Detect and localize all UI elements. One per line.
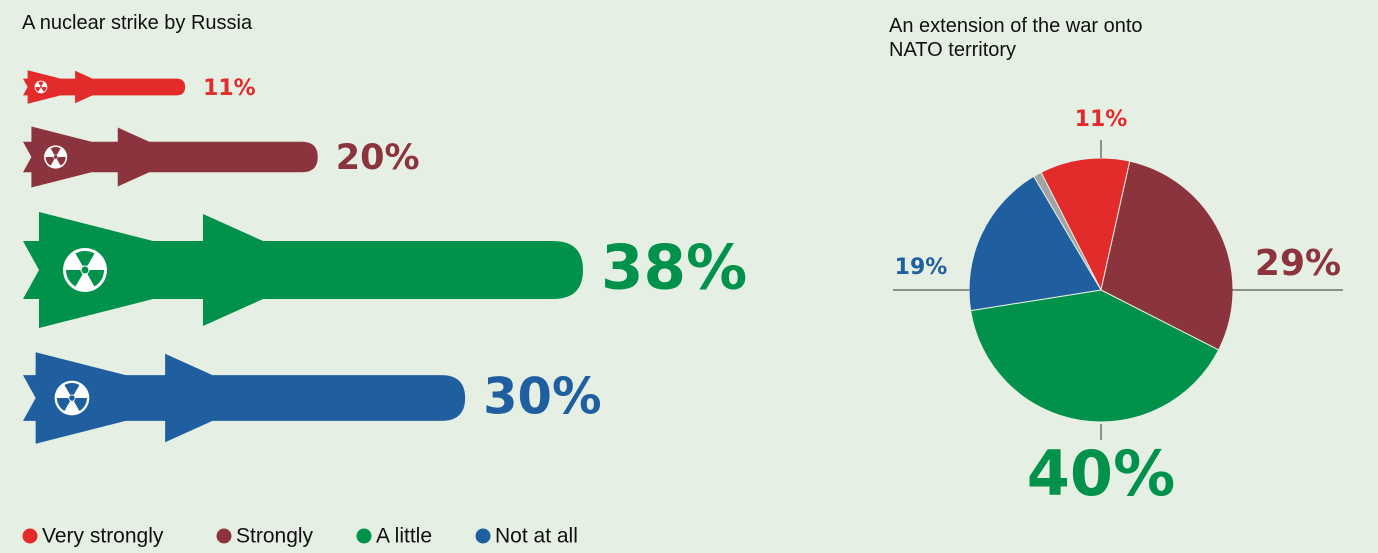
pie-slice bbox=[1033, 171, 1102, 291]
radiation-core bbox=[39, 85, 42, 89]
value-label: 20% bbox=[336, 138, 420, 178]
radiation-icon bbox=[34, 80, 48, 94]
value-label: 30% bbox=[483, 368, 601, 426]
radiation-blade bbox=[87, 270, 104, 287]
radiation-blade bbox=[73, 398, 87, 411]
missile-bar bbox=[23, 126, 318, 188]
value-label: 40% bbox=[1027, 437, 1175, 510]
pie-slice bbox=[1040, 157, 1131, 292]
legend-dot bbox=[356, 528, 372, 544]
radiation-blade bbox=[56, 398, 70, 411]
radiation-blade bbox=[64, 383, 80, 395]
legend-label: Not at all bbox=[495, 525, 578, 548]
value-label: 11% bbox=[1075, 107, 1128, 132]
legend-label: A little bbox=[376, 525, 432, 548]
value-label: 19% bbox=[895, 255, 948, 280]
radiation-icon bbox=[44, 145, 68, 169]
missile-bar bbox=[23, 70, 186, 104]
radiation-core bbox=[53, 155, 58, 159]
legend-dot bbox=[22, 528, 38, 544]
radiation-blade bbox=[50, 147, 61, 155]
chart-title: An extension of the war onto NATO territ… bbox=[889, 15, 1143, 61]
radiation-blade bbox=[66, 270, 83, 287]
radiation-core bbox=[69, 395, 75, 401]
radiation-blade bbox=[56, 157, 66, 166]
radiation-icon bbox=[63, 248, 107, 292]
pie-slice bbox=[968, 175, 1102, 312]
chart-title: A nuclear strike by Russia bbox=[22, 12, 253, 34]
radiation-blade bbox=[75, 251, 95, 266]
radiation-icon bbox=[54, 380, 90, 416]
legend-dot bbox=[216, 528, 232, 544]
radiation-core bbox=[81, 266, 89, 274]
radiation-blade bbox=[45, 157, 55, 166]
legend-label: Strongly bbox=[236, 525, 314, 548]
value-label: 38% bbox=[601, 233, 747, 304]
missile-bar bbox=[23, 352, 466, 444]
value-label: 29% bbox=[1255, 243, 1341, 284]
radiation-blade bbox=[38, 81, 44, 86]
radiation-blade bbox=[35, 87, 41, 92]
pie-slice bbox=[970, 289, 1220, 423]
pie-slice bbox=[1100, 160, 1234, 351]
value-label: 11% bbox=[203, 76, 256, 101]
legend-dot bbox=[475, 528, 491, 544]
legend-label: Very strongly bbox=[42, 525, 164, 548]
missile-bar bbox=[23, 212, 583, 328]
radiation-blade bbox=[41, 87, 47, 92]
